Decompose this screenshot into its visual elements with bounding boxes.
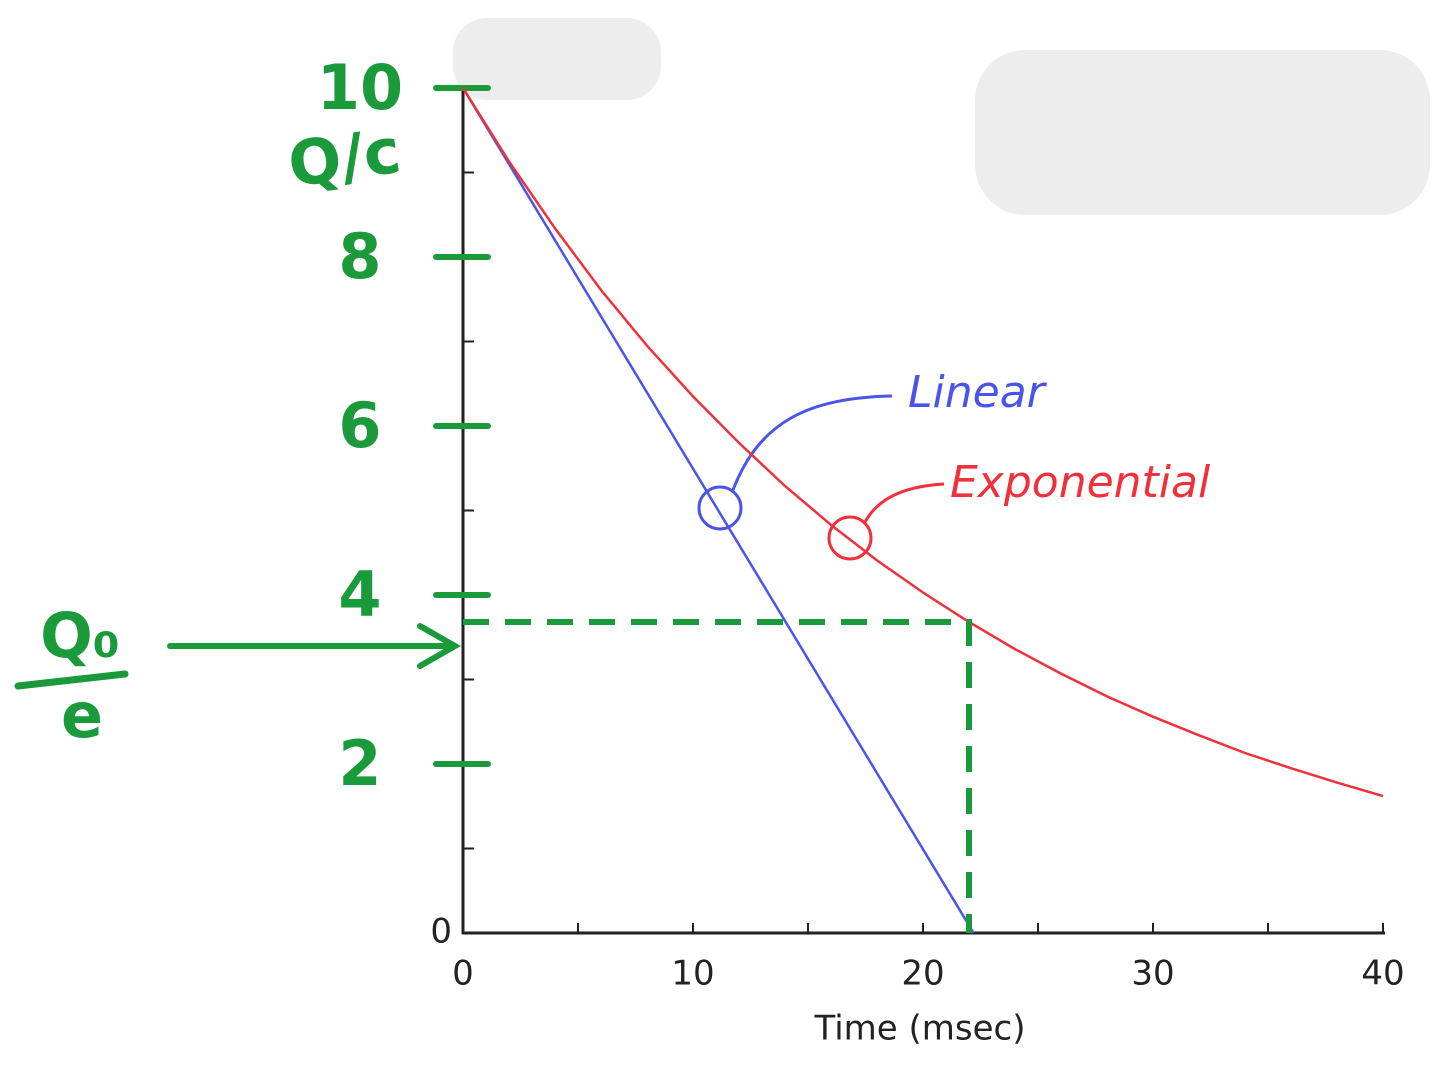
exponential-label: Exponential xyxy=(950,457,1211,508)
series-line xyxy=(461,87,975,934)
handwritten-y-tick-label: 4 xyxy=(338,558,381,631)
x-tick-label: 10 xyxy=(671,954,714,994)
exponential-callout-circle xyxy=(827,515,873,561)
handwritten-y-tick-label: 6 xyxy=(338,389,381,462)
series-line xyxy=(461,87,1384,798)
y-axis-label: Q/c xyxy=(284,114,405,202)
handwritten-y-tick-label: 8 xyxy=(338,220,381,293)
x-tick-label: 30 xyxy=(1131,954,1174,994)
handwritten-y-tick-label: 2 xyxy=(338,727,381,800)
reference-numerator: Q₀ xyxy=(40,599,120,672)
linear-label: Linear xyxy=(908,367,1048,418)
erased-areas xyxy=(453,18,1430,215)
handwritten-y-tick-label: 10 xyxy=(317,51,403,124)
reference-arrow-head xyxy=(417,623,462,670)
x-tick-label: 20 xyxy=(901,954,944,994)
erased-blob xyxy=(975,50,1430,215)
exponential-annotation: Exponential xyxy=(827,457,1211,561)
reference-denominator: e xyxy=(61,679,103,752)
erased-blob xyxy=(453,18,661,100)
linear-annotation: Linear xyxy=(697,367,1048,531)
linear-callout-circle xyxy=(697,485,743,531)
exponential-leader xyxy=(863,482,945,523)
x-tick-label: 40 xyxy=(1361,954,1404,994)
linear-leader xyxy=(731,394,893,491)
x-axis-label: Time (msec) xyxy=(814,1009,1026,1049)
y-tick-label: 0 xyxy=(430,912,452,952)
x-tick-label: 0 xyxy=(452,954,474,994)
reference-fraction-bar xyxy=(14,670,129,690)
reference-dashed-line xyxy=(463,619,972,933)
